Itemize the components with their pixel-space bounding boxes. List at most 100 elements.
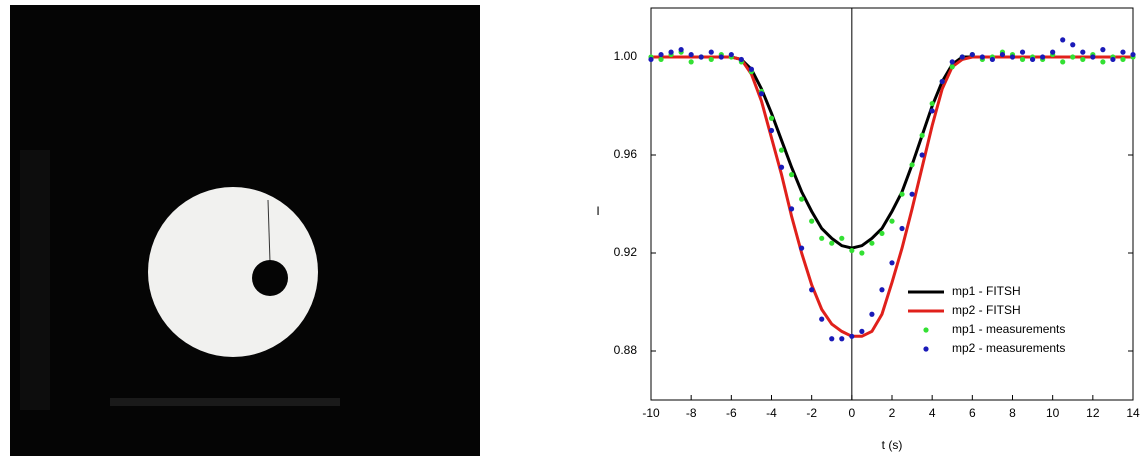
- measurement-point: [869, 311, 875, 317]
- measurement-point: [698, 54, 704, 60]
- x-tick-label: 10: [1046, 406, 1060, 420]
- measurement-point: [799, 245, 805, 251]
- legend-label: mp1 - FITSH: [952, 284, 1021, 298]
- measurement-point: [748, 66, 755, 72]
- measurement-point: [708, 56, 714, 63]
- x-tick-label: -10: [642, 406, 660, 420]
- measurement-point: [668, 49, 674, 55]
- measurement-point: [1080, 49, 1086, 55]
- x-tick-label: 0: [848, 406, 855, 420]
- measurement-point: [929, 100, 935, 107]
- photo: [10, 5, 480, 456]
- x-tick-label: 8: [1009, 406, 1016, 420]
- measurement-point: [1080, 56, 1086, 63]
- legend-swatch: [923, 346, 929, 352]
- measurement-point: [929, 108, 935, 114]
- x-tick-label: 2: [889, 406, 896, 420]
- measurement-point: [738, 56, 744, 63]
- measurement-point: [939, 78, 945, 85]
- measurement-point: [648, 56, 654, 63]
- measurement-point: [1120, 56, 1126, 63]
- measurement-point: [799, 196, 805, 202]
- measurement-point: [1090, 54, 1096, 60]
- measurement-point: [909, 191, 915, 197]
- x-tick-label: 14: [1126, 406, 1140, 420]
- measurement-point: [1110, 56, 1116, 63]
- measurement-point: [969, 51, 975, 58]
- measurement-point: [889, 260, 895, 266]
- x-tick-label: 12: [1086, 406, 1100, 420]
- measurement-point: [849, 247, 855, 254]
- y-tick-label: 0.88: [614, 343, 638, 357]
- y-tick-label: 0.92: [614, 245, 638, 259]
- thread: [267, 199, 271, 263]
- measurement-point: [829, 336, 835, 342]
- measurement-point: [889, 218, 895, 224]
- measurement-point: [1100, 47, 1106, 53]
- measurement-point: [758, 91, 765, 97]
- measurement-point: [959, 54, 965, 60]
- measurement-point: [899, 191, 905, 197]
- sphere: [148, 187, 318, 357]
- measurement-point: [809, 287, 815, 293]
- measurement-point: [859, 250, 865, 256]
- measurement-point: [819, 235, 825, 241]
- measurement-point: [919, 132, 925, 138]
- measurement-point: [1120, 49, 1126, 55]
- x-tick-label: -6: [726, 406, 737, 420]
- measurement-point: [1060, 37, 1066, 43]
- y-axis-label: I: [596, 204, 599, 218]
- measurement-point: [768, 127, 775, 134]
- measurement-point: [819, 316, 825, 322]
- measurement-point: [909, 162, 915, 168]
- measurement-point: [1029, 56, 1036, 63]
- fit-line: [651, 55, 1133, 338]
- measurement-point: [658, 56, 664, 63]
- occulter: [252, 260, 288, 296]
- measurement-point: [869, 240, 875, 246]
- x-axis-label: t (s): [882, 438, 903, 452]
- measurement-point: [688, 59, 694, 65]
- measurement-point: [839, 336, 845, 342]
- measurement-point: [879, 230, 885, 236]
- measurement-point: [949, 64, 955, 70]
- measurement-point: [678, 47, 684, 53]
- measurement-point: [688, 51, 694, 58]
- measurement-point: [1040, 54, 1046, 60]
- measurement-point: [778, 147, 785, 153]
- legend-swatch: [923, 327, 929, 333]
- measurement-point: [708, 49, 714, 55]
- measurement-point: [849, 333, 855, 339]
- measurement-point: [1009, 54, 1016, 60]
- measurement-point: [1100, 59, 1106, 65]
- legend-label: mp2 - FITSH: [952, 303, 1021, 317]
- measurement-point: [879, 287, 885, 293]
- measurement-point: [778, 164, 785, 170]
- y-tick-label: 0.96: [614, 147, 638, 161]
- measurement-point: [899, 225, 905, 232]
- measurement-point: [788, 172, 795, 178]
- measurement-point: [1070, 42, 1076, 48]
- measurement-point: [1130, 51, 1136, 58]
- measurement-point: [728, 51, 734, 58]
- measurement-point: [949, 59, 955, 65]
- measurement-point: [658, 51, 664, 58]
- x-tick-label: -4: [766, 406, 777, 420]
- measurement-point: [788, 206, 795, 212]
- measurement-point: [859, 328, 865, 334]
- measurement-point: [809, 218, 815, 224]
- measurement-point: [718, 54, 724, 60]
- measurement-point: [1019, 49, 1026, 55]
- measurement-point: [839, 235, 845, 241]
- measurement-point: [768, 115, 775, 121]
- photo-wall-shade: [20, 150, 50, 410]
- measurement-point: [1019, 56, 1026, 63]
- measurement-point: [1050, 49, 1056, 55]
- measurement-point: [829, 240, 835, 246]
- y-tick-label: 1.00: [614, 49, 638, 63]
- x-tick-label: 4: [929, 406, 936, 420]
- legend-label: mp1 - measurements: [952, 322, 1065, 336]
- photo-floor-edge: [110, 398, 340, 406]
- measurement-point: [1060, 59, 1066, 65]
